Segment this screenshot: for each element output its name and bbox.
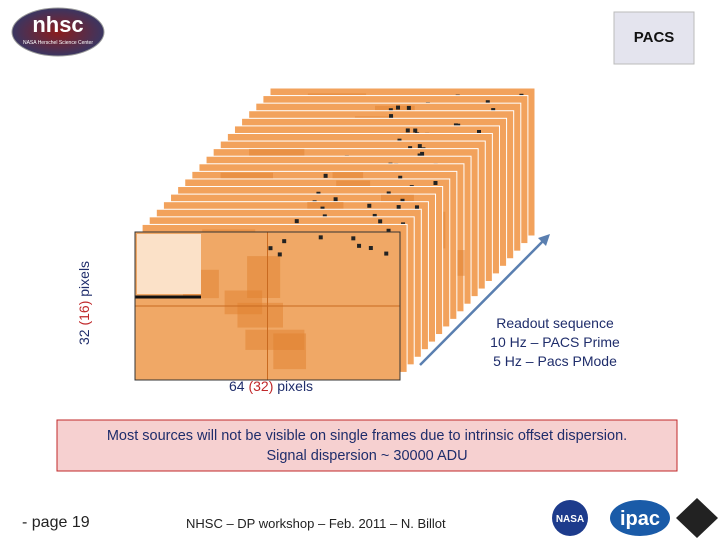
dead-pixel (414, 205, 419, 210)
dead-pixel (396, 205, 401, 210)
note-line: Signal dispersion ~ 30000 ADU (266, 448, 468, 464)
dead-pixel (413, 128, 418, 133)
y-label: 32 (16) pixels (76, 261, 92, 345)
dead-pixel (333, 197, 338, 202)
dead-pixel (372, 213, 377, 218)
page-number: - page 19 (22, 514, 90, 531)
dead-pixel (268, 246, 273, 251)
frame-patch (273, 333, 307, 370)
dead-pixel (318, 235, 323, 240)
dead-pixel (491, 108, 496, 113)
dead-pixel (396, 105, 401, 110)
frame-stack (134, 87, 536, 381)
dead-pixel (417, 144, 422, 149)
dead-pixel (477, 129, 482, 134)
readout-line: Readout sequence (496, 315, 614, 331)
pacs-logo-text: PACS (634, 29, 675, 46)
ipac-logo (610, 500, 670, 536)
frame-patch (237, 302, 284, 328)
dead-pixel (420, 151, 425, 156)
dead-pixel (277, 252, 282, 257)
x-label: 64 (32) pixels (229, 378, 313, 394)
dead-pixel (400, 198, 405, 203)
y-label-alt: (16) (76, 300, 92, 326)
pacs-logo (613, 11, 695, 65)
note-text: Most sources will not be visible on sing… (57, 426, 677, 466)
dead-pixel (386, 228, 391, 233)
note-line: Most sources will not be visible on sing… (106, 428, 628, 444)
nasa-logo-text: NASA (556, 514, 584, 525)
nasa-logo (552, 500, 588, 536)
nhsc-logo-subtitle: NASA Herschel Science Center (23, 40, 93, 46)
x-label-value: 64 (229, 378, 245, 394)
note-box (56, 419, 678, 472)
nhsc-logo-title: nhsc (32, 12, 83, 37)
dead-pixel (378, 219, 383, 224)
dead-pixel (368, 246, 373, 251)
x-label-unit: pixels (277, 378, 314, 394)
frame-light-area (137, 234, 201, 294)
y-label-value: 32 (76, 329, 92, 345)
arrow-head (538, 234, 550, 246)
readout-line: 10 Hz – PACS Prime (490, 334, 620, 350)
ipac-logo-text: ipac (620, 508, 660, 530)
dead-pixel (406, 105, 411, 110)
dead-pixel (398, 175, 403, 180)
dead-pixel (417, 153, 422, 158)
dead-pixel (357, 243, 362, 248)
dead-pixel (386, 191, 391, 196)
y-label-unit: pixels (76, 260, 92, 297)
dead-pixel (405, 128, 410, 133)
dead-pixel (282, 239, 287, 244)
dead-pixel (384, 251, 389, 256)
dead-pixel (433, 180, 438, 185)
dead-pixel (351, 236, 356, 241)
dead-pixel (320, 206, 325, 211)
nhsc-logo (11, 7, 105, 57)
readout-line: 5 Hz – Pacs PMode (493, 353, 617, 369)
sequence-arrow (419, 237, 547, 366)
spitzer-logo (676, 498, 718, 538)
dead-pixel (485, 100, 490, 105)
footer-credit: NHSC – DP workshop – Feb. 2011 – N. Bill… (186, 516, 446, 531)
readout-text: Readout sequence 10 Hz – PACS Prime 5 Hz… (470, 314, 640, 371)
dead-pixel (367, 203, 372, 208)
dead-pixel (294, 219, 299, 224)
frame-border (134, 231, 401, 381)
x-label-alt: (32) (248, 378, 274, 394)
dead-pixel (389, 114, 394, 119)
dead-pixel (323, 173, 328, 178)
